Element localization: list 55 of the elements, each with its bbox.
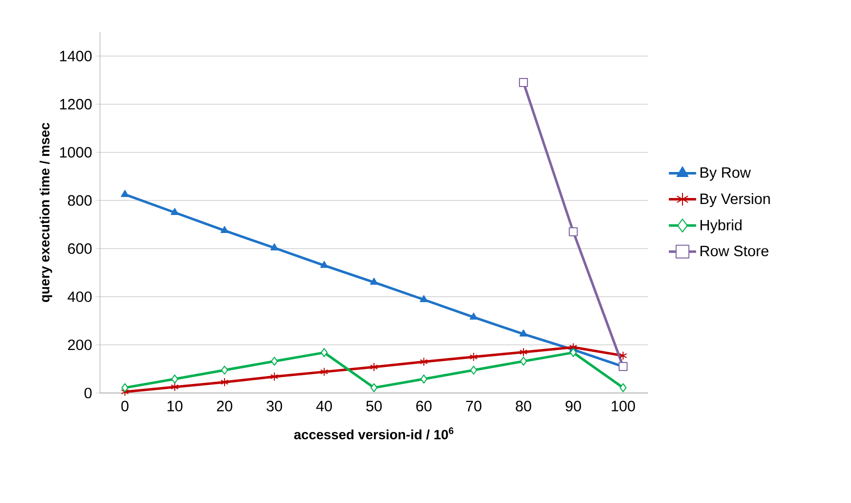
x-axis-title: accessed version-id / 10$^{6}$ — [294, 427, 454, 440]
point — [170, 208, 179, 215]
point — [520, 330, 528, 337]
point — [619, 351, 628, 360]
point — [420, 374, 428, 384]
point — [270, 356, 278, 366]
point — [370, 278, 378, 285]
point — [220, 226, 228, 234]
point — [171, 374, 178, 384]
point — [370, 383, 378, 392]
y-tick-label: 200 — [68, 340, 92, 350]
legend-label: By Row — [700, 167, 751, 181]
x-tick-label: 80 — [516, 400, 532, 412]
y-tick-label: 0 — [84, 388, 92, 398]
x-tick-label: 100 — [612, 400, 635, 412]
point — [420, 295, 428, 302]
x-tick-label: 0 — [121, 400, 128, 412]
point — [270, 372, 278, 382]
x-tick-label: 90 — [566, 400, 581, 412]
x-tick-label: 50 — [366, 400, 382, 412]
point — [120, 190, 129, 197]
x-tick-label: 40 — [316, 400, 332, 412]
point — [520, 356, 527, 366]
point — [370, 362, 378, 372]
y-tick-label: 1200 — [60, 98, 92, 110]
x-tick-label: 70 — [466, 400, 482, 412]
legend-label: Row Store — [700, 246, 768, 256]
point — [170, 382, 179, 392]
point — [121, 383, 128, 392]
y-tick-label: 800 — [68, 195, 92, 206]
point — [568, 227, 578, 236]
y-tick-label: 600 — [68, 243, 92, 254]
y-tick-label: 1000 — [60, 147, 92, 158]
point — [470, 352, 478, 362]
point — [570, 348, 577, 358]
point — [470, 312, 478, 320]
point — [470, 366, 478, 375]
point — [620, 383, 627, 392]
point — [520, 348, 528, 357]
legend-label: Hybrid — [700, 219, 742, 234]
point — [220, 378, 228, 387]
point — [420, 357, 428, 366]
legend-label: By Version — [700, 193, 770, 208]
x-tick-label: 10 — [168, 400, 182, 412]
point — [320, 367, 328, 376]
y-axis-title: query execution time / msec — [40, 122, 52, 302]
point — [221, 366, 228, 375]
point — [320, 348, 328, 358]
point — [270, 243, 278, 250]
y-tick-label: 400 — [68, 291, 92, 302]
point — [320, 260, 328, 268]
x-tick-label: 60 — [416, 400, 432, 412]
x-tick-label: 20 — [216, 400, 232, 412]
x-tick-label: 30 — [266, 400, 282, 412]
y-tick-label: 1400 — [60, 50, 92, 62]
